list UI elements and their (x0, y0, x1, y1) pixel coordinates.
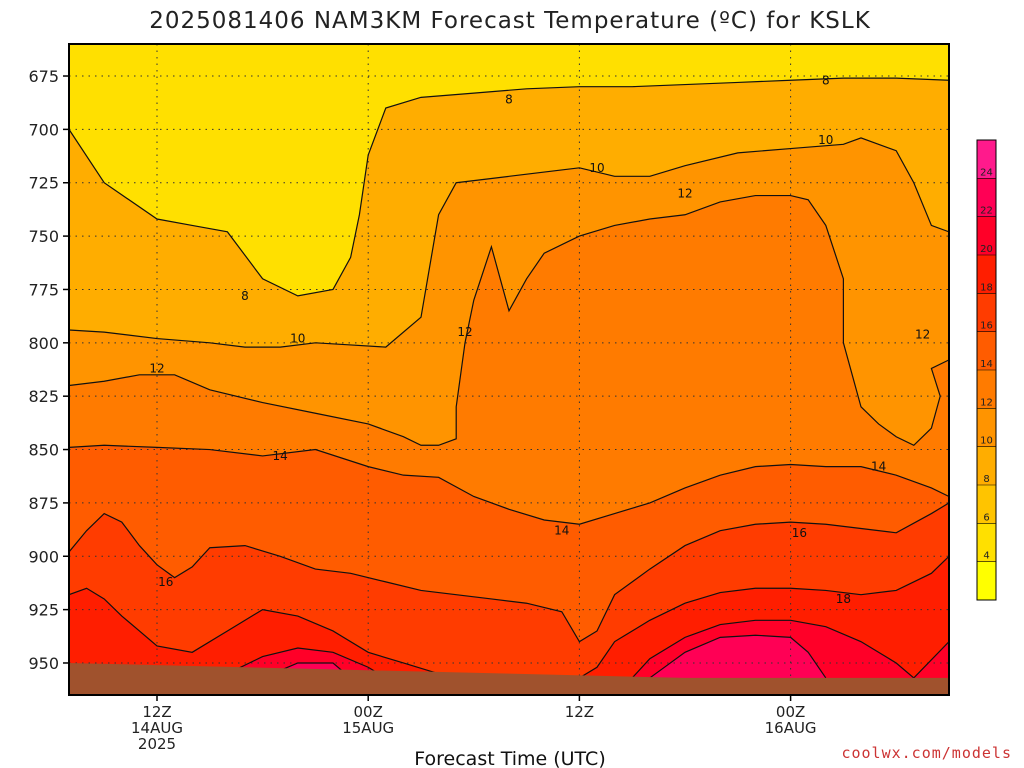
colorbar-band-14 (977, 331, 996, 370)
y-tick-label-775: 775 (28, 280, 59, 299)
y-tick-label-900: 900 (28, 547, 59, 566)
isotherm-label-18-0: 18 (836, 592, 851, 606)
temperature-fills (69, 44, 949, 695)
colorbar-band-10 (977, 408, 996, 447)
isotherm-label-10-0: 10 (290, 332, 305, 346)
colorbar-label-10: 10 (980, 436, 993, 447)
y-tick-label-725: 725 (28, 174, 59, 193)
y-tick-label-850: 850 (28, 441, 59, 460)
y-tick-label-675: 675 (28, 67, 59, 86)
isotherm-label-12-3: 12 (915, 327, 930, 341)
colorbar-band-12 (977, 370, 996, 409)
isotherm-label-8-2: 8 (822, 73, 830, 87)
colorbar-label-22: 22 (980, 206, 993, 217)
isotherm-labels: 8 8 8 10 10 10 12 12 12 12 14 14 14 16 16 18 (149, 73, 930, 606)
x-tick-label-0-2: 2025 (138, 735, 176, 753)
isotherm-label-14-0: 14 (273, 449, 288, 463)
isotherm-label-12-2: 12 (677, 186, 692, 200)
colorbar-band-6 (977, 485, 996, 524)
colorbar-label-12: 12 (980, 397, 993, 408)
plot-frame (68, 43, 950, 696)
y-tick-label-750: 750 (28, 227, 59, 246)
colorbar-label-18: 18 (980, 282, 993, 293)
colorbar-band-20 (977, 216, 996, 255)
colorbar-label-8: 8 (983, 474, 989, 485)
isotherm-label-10-2: 10 (818, 133, 833, 147)
x-tick-label-12-0: 00Z (354, 703, 383, 721)
x-tick-label-12-1: 15AUG (342, 719, 394, 737)
colorbar-band-4 (977, 523, 996, 562)
x-tick-label-0-1: 14AUG (131, 719, 183, 737)
x-axis-label: Forecast Time (UTC) (414, 748, 605, 768)
colorbar-label-4: 4 (983, 551, 989, 562)
y-axis-ticks: 675 700 725 750 775 800 825 850 875 900 925 950 (28, 67, 69, 673)
y-tick-label-950: 950 (28, 654, 59, 673)
isotherm-20 (227, 619, 949, 679)
colorbar-band-18 (977, 255, 996, 294)
isotherm-10 (69, 137, 949, 348)
plot-area (69, 44, 949, 695)
x-tick-label-36-0: 00Z (776, 703, 805, 721)
y-tick-label-825: 825 (28, 387, 59, 406)
isotherm-lines (69, 77, 949, 679)
x-tick-label-24-0: 12Z (565, 703, 594, 721)
y-tick-label-925: 925 (28, 601, 59, 620)
colorbar-label-24: 24 (980, 167, 993, 178)
colorbar-label-6: 6 (983, 512, 989, 523)
credit-text: coolwx.com/models (841, 744, 1012, 762)
isotherm-label-8-0: 8 (241, 289, 249, 303)
isotherm-label-14-2: 14 (871, 460, 886, 474)
isotherm-8 (69, 77, 949, 297)
colorbar-band-24 (977, 140, 996, 179)
y-tick-label-875: 875 (28, 494, 59, 513)
isotherm-16 (69, 502, 949, 643)
colorbar-band-16 (977, 293, 996, 332)
isotherm-label-16-1: 16 (792, 526, 807, 540)
isotherm-label-14-1: 14 (554, 524, 569, 538)
x-tick-label-36-1: 16AUG (765, 719, 817, 737)
colorbar-band-8 (977, 446, 996, 485)
colorbar: 4 6 8 10 12 14 16 18 20 22 24 (976, 139, 997, 601)
chart-title: 2025081406 NAM3KM Forecast Temperature (… (149, 8, 871, 34)
y-tick-label-800: 800 (28, 334, 59, 353)
isotherm-label-16-0: 16 (158, 575, 173, 589)
isotherm-label-12-0: 12 (149, 361, 164, 375)
terrain (69, 662, 949, 695)
isotherm-label-8-1: 8 (505, 92, 513, 106)
colorbar-label-16: 16 (980, 321, 993, 332)
isotherm-12 (69, 194, 949, 446)
colorbar-band-22 (977, 178, 996, 217)
isotherm-14 (69, 444, 949, 525)
isotherm-label-10-1: 10 (589, 161, 604, 175)
colorbar-band-2 (977, 561, 996, 600)
colorbar-label-20: 20 (980, 244, 993, 255)
grid-lines (69, 44, 949, 695)
isotherm-22 (262, 634, 827, 679)
terrain-layer (69, 662, 949, 695)
isotherm-label-12-1: 12 (457, 325, 472, 339)
y-tick-label-700: 700 (28, 120, 59, 139)
x-tick-label-0-0: 12Z (142, 703, 171, 721)
colorbar-label-14: 14 (980, 359, 993, 370)
